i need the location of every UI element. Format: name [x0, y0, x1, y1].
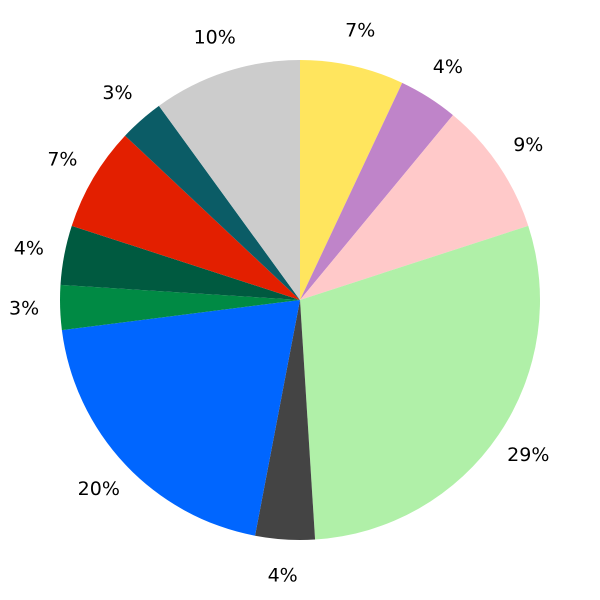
slice-label: 4% [268, 564, 298, 586]
pie-slice [59, 284, 300, 331]
pie-slice [61, 300, 300, 536]
slice-label: 7% [345, 20, 375, 42]
slice-label: 3% [9, 298, 39, 320]
pie-slice [158, 60, 300, 300]
pie-slice [125, 105, 300, 300]
slice-label: 10% [194, 27, 236, 49]
slice-label: 4% [14, 237, 44, 259]
pie-slice [300, 60, 403, 300]
slice-label: 29% [507, 444, 549, 466]
slice-label: 4% [433, 56, 463, 78]
pie-slice [300, 225, 540, 540]
slice-label: 9% [513, 134, 543, 156]
pie-slice [300, 82, 453, 300]
pie-slice [255, 300, 316, 540]
slice-label: 20% [78, 478, 120, 500]
pie-slice [60, 225, 300, 300]
pie-slice [300, 115, 529, 301]
pie-slice [71, 135, 301, 300]
slice-label: 7% [47, 149, 77, 171]
slice-label: 3% [102, 82, 132, 104]
